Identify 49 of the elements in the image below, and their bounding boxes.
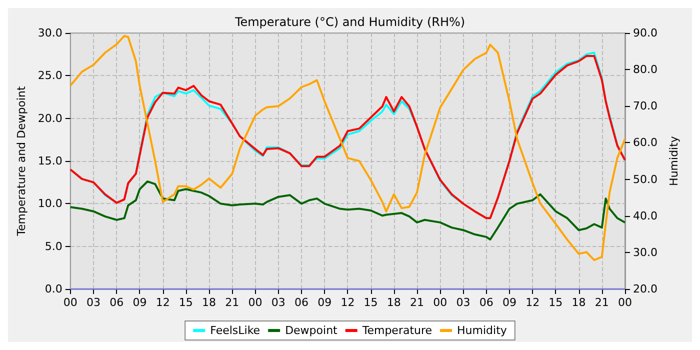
y-tick-label: 30.0 (38, 26, 62, 40)
y-tick-label: 25.0 (38, 69, 62, 82)
y2-tick-label: 30.0 (633, 246, 658, 259)
x-tick-label: 12 (156, 296, 170, 309)
x-tick-label: 12 (340, 296, 355, 309)
x-tick-label: 21 (225, 296, 240, 309)
x-tick-label: 21 (594, 296, 609, 309)
x-tick-label: 03 (456, 296, 470, 309)
legend-label: Dewpoint (285, 324, 338, 337)
y2-axis-title: Humidity (667, 136, 680, 186)
y2-tick-label: 40.0 (633, 209, 658, 222)
x-tick-label: 03 (86, 296, 100, 309)
legend-label: FeelsLike (210, 324, 260, 337)
y2-tick-label: 70.0 (633, 100, 658, 113)
line-series (69, 180, 626, 241)
x-tick-label: 09 (502, 296, 516, 309)
y-tick-label: 15.0 (38, 154, 62, 168)
x-tick-label: 15 (548, 296, 563, 309)
y-tick-label: 10.0 (38, 197, 62, 210)
y2-tick-label: 80.0 (633, 63, 658, 76)
legend-label: Humidity (457, 324, 508, 337)
legend-label: Temperature (361, 324, 432, 337)
x-tick-label: 15 (364, 296, 378, 309)
x-tick-label: 12 (526, 296, 540, 309)
x-tick-label: 18 (386, 296, 401, 309)
y-tick-label: 0.0 (44, 282, 62, 296)
y2-tick-label: 60.0 (633, 136, 658, 150)
x-tick-label: 00 (248, 296, 262, 309)
y-axis-title: Temperature and Dewpoint (15, 85, 28, 237)
x-tick-label: 15 (178, 296, 193, 309)
x-tick-label: 09 (318, 296, 332, 309)
x-tick-label: 18 (572, 296, 586, 309)
y-tick-label: 20.0 (38, 112, 62, 125)
y2-tick-label: 20.0 (633, 282, 658, 296)
y-tick-label: 5.0 (44, 240, 62, 253)
x-tick-label: 03 (271, 296, 286, 309)
x-tick-label: 00 (618, 296, 632, 309)
x-tick-label: 06 (294, 296, 308, 309)
y2-tick-label: 90.0 (633, 26, 658, 40)
chart-title: Temperature (°C) and Humidity (RH%) (234, 15, 466, 29)
x-tick-label: 09 (132, 296, 147, 309)
x-tick-label: 00 (63, 296, 78, 309)
x-tick-label: 18 (202, 296, 216, 309)
y2-tick-label: 50.0 (633, 172, 658, 186)
line-series (69, 34, 626, 262)
x-tick-label: 21 (410, 296, 424, 309)
x-tick-label: 00 (433, 296, 448, 309)
x-tick-label: 06 (479, 296, 494, 309)
x-tick-label: 06 (110, 296, 124, 309)
